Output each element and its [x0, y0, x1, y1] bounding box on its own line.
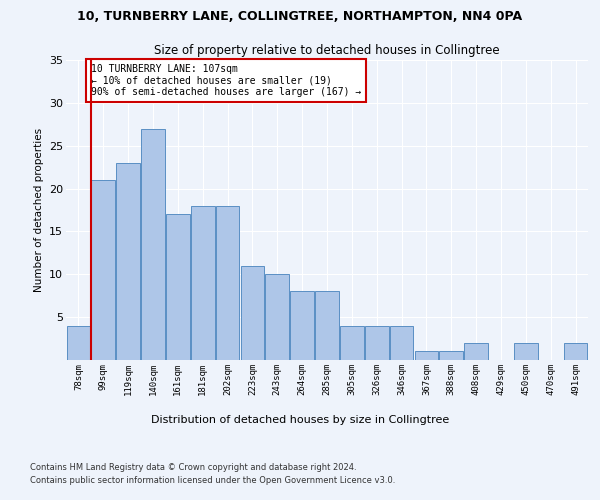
Y-axis label: Number of detached properties: Number of detached properties [34, 128, 44, 292]
Bar [390, 326, 413, 360]
Bar [116, 163, 140, 360]
Bar [166, 214, 190, 360]
Bar [340, 326, 364, 360]
Text: Distribution of detached houses by size in Collingtree: Distribution of detached houses by size … [151, 415, 449, 425]
Bar [290, 292, 314, 360]
Bar [415, 352, 438, 360]
Text: Contains public sector information licensed under the Open Government Licence v3: Contains public sector information licen… [30, 476, 395, 485]
Bar [216, 206, 239, 360]
Text: 10 TURNBERRY LANE: 107sqm
← 10% of detached houses are smaller (19)
90% of semi-: 10 TURNBERRY LANE: 107sqm ← 10% of detac… [91, 64, 361, 98]
Bar [464, 343, 488, 360]
Bar [514, 343, 538, 360]
Bar [439, 352, 463, 360]
Bar [141, 128, 165, 360]
Bar [265, 274, 289, 360]
Bar [241, 266, 264, 360]
Text: Contains HM Land Registry data © Crown copyright and database right 2024.: Contains HM Land Registry data © Crown c… [30, 462, 356, 471]
Bar [365, 326, 389, 360]
Bar [91, 180, 115, 360]
Title: Size of property relative to detached houses in Collingtree: Size of property relative to detached ho… [154, 44, 500, 58]
Bar [315, 292, 339, 360]
Bar [67, 326, 90, 360]
Bar [564, 343, 587, 360]
Bar [191, 206, 215, 360]
Text: 10, TURNBERRY LANE, COLLINGTREE, NORTHAMPTON, NN4 0PA: 10, TURNBERRY LANE, COLLINGTREE, NORTHAM… [77, 10, 523, 23]
